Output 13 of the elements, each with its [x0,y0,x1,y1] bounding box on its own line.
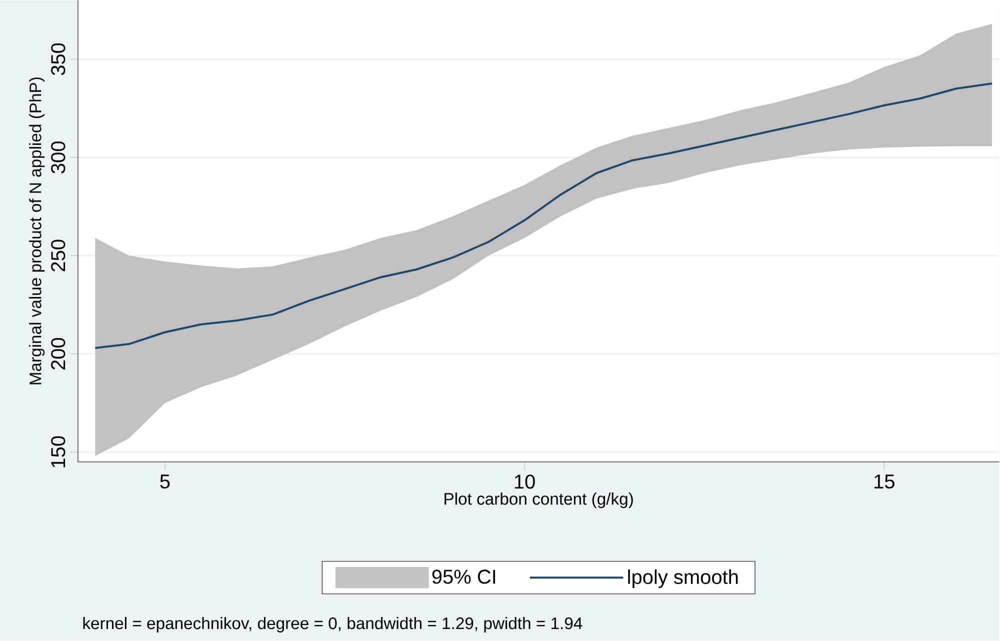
x-tick-label: 5 [160,474,170,489]
x-axis-title: Plot carbon content (g/kg) [444,492,633,508]
legend-label: 95% CI [432,570,496,584]
x-tick-label: 10 [514,474,535,489]
y-tick-label: 200 [51,338,66,370]
y-tick-label: 350 [51,43,66,76]
x-tick-label: 15 [874,474,894,489]
y-tick-label: 250 [51,240,66,272]
y-tick-label: 300 [51,142,66,174]
y-tick-label: 150 [51,436,66,468]
y-axis-title: Marginal value product of N applied (PhP) [29,78,45,384]
text: kernel = epanechnikov, degree = 0, bandwidth = 1.29, pwidth = 1.94 [83,617,582,633]
legend-label: lpoly smooth [628,570,738,588]
